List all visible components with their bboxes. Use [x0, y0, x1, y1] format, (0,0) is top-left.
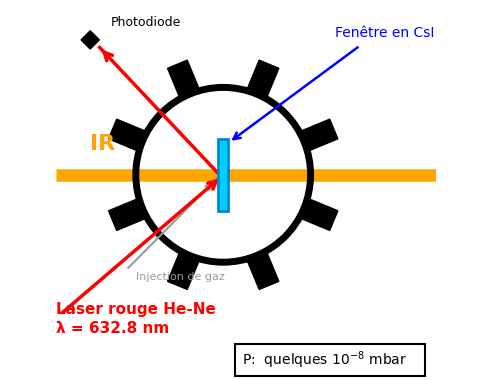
- Polygon shape: [168, 250, 200, 290]
- Polygon shape: [246, 60, 279, 100]
- FancyBboxPatch shape: [235, 344, 425, 376]
- Text: Injection de gaz: Injection de gaz: [136, 272, 224, 282]
- Polygon shape: [81, 31, 99, 49]
- Text: Laser rouge He-Ne: Laser rouge He-Ne: [56, 302, 216, 317]
- Text: Photodiode: Photodiode: [111, 16, 182, 28]
- Polygon shape: [109, 198, 148, 230]
- Polygon shape: [168, 60, 200, 100]
- Polygon shape: [246, 250, 279, 290]
- Text: Fenêtre en CsI: Fenêtre en CsI: [335, 26, 434, 40]
- Bar: [217, 139, 228, 211]
- Polygon shape: [298, 119, 338, 152]
- Text: λ = 632.8 nm: λ = 632.8 nm: [56, 321, 169, 336]
- Text: IR: IR: [90, 134, 115, 154]
- Polygon shape: [109, 119, 148, 152]
- Polygon shape: [298, 198, 338, 230]
- Text: P:  quelques $10^{-8}$ mbar: P: quelques $10^{-8}$ mbar: [242, 350, 407, 371]
